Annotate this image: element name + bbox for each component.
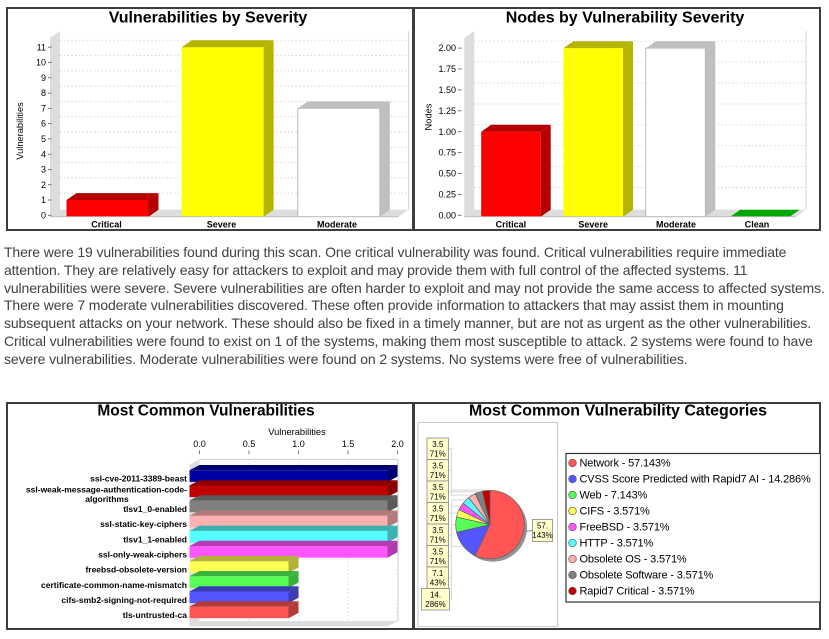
svg-text:freebsd-obsolete-version: freebsd-obsolete-version [85, 565, 187, 575]
svg-text:0.25: 0.25 [438, 190, 456, 200]
svg-text:Nodes by Vulnerability Severit: Nodes by Vulnerability Severity [506, 9, 745, 26]
svg-text:3.5: 3.5 [432, 526, 444, 535]
svg-text:certificate-common-name-mismat: certificate-common-name-mismatch [41, 580, 187, 590]
svg-text:10: 10 [36, 58, 46, 68]
svg-text:0.5: 0.5 [243, 439, 256, 449]
svg-text:1.5: 1.5 [342, 439, 355, 449]
svg-text:ssl-static-key-ciphers: ssl-static-key-ciphers [100, 519, 187, 529]
svg-text:Obsolete OS - 3.571%: Obsolete OS - 3.571% [580, 553, 687, 565]
svg-text:57.: 57. [537, 522, 548, 531]
svg-text:71%: 71% [430, 450, 446, 459]
svg-text:ssl-only-weak-ciphers: ssl-only-weak-ciphers [98, 550, 187, 560]
svg-text:Web - 7.143%: Web - 7.143% [580, 489, 648, 501]
svg-text:Network - 57.143%: Network - 57.143% [580, 457, 671, 469]
svg-text:2.0: 2.0 [391, 439, 404, 449]
svg-text:71%: 71% [430, 514, 446, 523]
svg-text:0.00: 0.00 [438, 210, 456, 220]
svg-text:286%: 286% [425, 600, 445, 609]
svg-text:tlsv1_1-enabled: tlsv1_1-enabled [123, 534, 187, 544]
svg-text:tls-untrusted-ca: tls-untrusted-ca [123, 610, 188, 620]
svg-text:71%: 71% [430, 471, 446, 480]
svg-text:14.: 14. [430, 591, 441, 600]
svg-text:9: 9 [41, 73, 46, 83]
svg-text:1.50: 1.50 [438, 85, 456, 95]
svg-text:1.0: 1.0 [292, 439, 305, 449]
svg-text:Clean: Clean [745, 220, 770, 230]
svg-text:Critical: Critical [496, 220, 527, 230]
svg-text:Severe: Severe [578, 220, 608, 230]
svg-text:3.5: 3.5 [432, 462, 444, 471]
svg-text:71%: 71% [430, 536, 446, 545]
svg-text:11: 11 [37, 42, 46, 52]
svg-text:8: 8 [41, 88, 46, 98]
svg-text:Nodes: Nodes [424, 103, 434, 130]
svg-text:1.00: 1.00 [438, 127, 456, 137]
svg-text:7.1: 7.1 [432, 569, 444, 578]
svg-text:Vulnerabilities: Vulnerabilities [268, 427, 326, 437]
svg-text:0: 0 [41, 210, 46, 220]
svg-text:1.25: 1.25 [438, 106, 456, 116]
svg-text:FreeBSD - 3.571%: FreeBSD - 3.571% [580, 521, 670, 533]
svg-text:HTTP - 3.571%: HTTP - 3.571% [580, 537, 654, 549]
svg-text:3.5: 3.5 [432, 440, 444, 449]
svg-text:3: 3 [41, 165, 46, 175]
svg-text:CIFS - 3.571%: CIFS - 3.571% [580, 505, 651, 517]
svg-text:tlsv1_0-enabled: tlsv1_0-enabled [123, 504, 187, 514]
svg-text:0.0: 0.0 [193, 439, 206, 449]
svg-text:2.00: 2.00 [438, 43, 456, 53]
svg-text:Severe: Severe [207, 220, 237, 230]
svg-text:1.75: 1.75 [438, 64, 456, 74]
svg-text:Vulnerabilities: Vulnerabilities [15, 102, 25, 160]
svg-text:Vulnerabilities by Severity: Vulnerabilities by Severity [109, 9, 308, 26]
svg-text:71%: 71% [430, 493, 446, 502]
svg-text:Rapid7 Critical - 3.571%: Rapid7 Critical - 3.571% [580, 585, 695, 597]
svg-text:1: 1 [41, 195, 46, 205]
svg-text:algorithms: algorithms [85, 494, 129, 504]
svg-text:71%: 71% [430, 557, 446, 566]
svg-text:6: 6 [41, 119, 46, 129]
svg-text:3.5: 3.5 [432, 483, 444, 492]
svg-text:Critical: Critical [91, 220, 122, 230]
svg-text:0.50: 0.50 [438, 169, 456, 179]
svg-text:cifs-smb2-signing-not-required: cifs-smb2-signing-not-required [61, 595, 187, 605]
svg-text:3.5: 3.5 [432, 505, 444, 514]
svg-text:CVSS Score Predicted with Rapi: CVSS Score Predicted with Rapid7 AI - 14… [580, 473, 811, 485]
svg-text:43%: 43% [430, 579, 446, 588]
svg-text:143%: 143% [532, 531, 552, 540]
svg-text:7: 7 [41, 103, 46, 113]
svg-text:Moderate: Moderate [656, 220, 696, 230]
svg-text:4: 4 [41, 149, 46, 159]
svg-text:5: 5 [41, 134, 46, 144]
svg-text:Moderate: Moderate [317, 220, 357, 230]
svg-text:ssl-cve-2011-3389-beast: ssl-cve-2011-3389-beast [90, 474, 187, 484]
svg-text:3.5: 3.5 [432, 548, 444, 557]
svg-text:Most Common Vulnerability Cate: Most Common Vulnerability Categories [469, 403, 767, 420]
svg-text:ssl-weak-message-authenticatio: ssl-weak-message-authentication-code- [26, 485, 187, 495]
svg-text:Most Common Vulnerabilities: Most Common Vulnerabilities [97, 403, 314, 420]
svg-text:0.75: 0.75 [438, 148, 456, 158]
svg-text:2: 2 [41, 180, 46, 190]
svg-text:Obsolete Software - 3.571%: Obsolete Software - 3.571% [580, 569, 714, 581]
